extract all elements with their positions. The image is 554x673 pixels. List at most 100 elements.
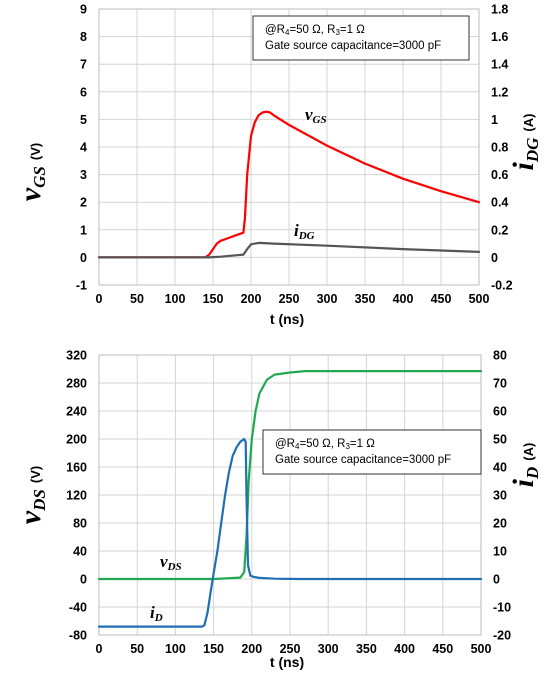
svg-text:Gate source capacitance=3000 p: Gate source capacitance=3000 pF <box>265 40 441 52</box>
y-tick-label-left: 320 <box>66 349 87 363</box>
x-tick-label: 500 <box>469 292 490 306</box>
y-tick-label-left: 0 <box>80 573 87 587</box>
y-tick-label-left: -40 <box>69 601 87 615</box>
y-tick-label-left: 120 <box>66 489 87 503</box>
x-tick-label: 100 <box>165 292 186 306</box>
y-tick-label-left: 200 <box>66 433 87 447</box>
y-tick-label-right: 1.6 <box>491 30 508 44</box>
x-tick-label: 400 <box>394 642 415 656</box>
y-tick-label-right: 10 <box>493 545 507 559</box>
x-tick-label: 500 <box>471 642 492 656</box>
y-tick-label-left: 1 <box>80 223 87 237</box>
y-tick-label-left: 4 <box>80 141 87 155</box>
x-tick-label: 450 <box>431 292 452 306</box>
svg-text:iD: iD <box>150 603 163 624</box>
x-tick-label: 200 <box>241 292 262 306</box>
y-ticks-left: -80 -40 0 40 80 120 160 200 240 280 320 <box>66 349 87 643</box>
x-tick-label: 0 <box>96 642 103 656</box>
y-tick-label-right: 40 <box>493 461 507 475</box>
x-tick-label: 400 <box>393 292 414 306</box>
y-tick-label-right: 20 <box>493 517 507 531</box>
y-tick-label-right: 0 <box>491 251 498 265</box>
svg-text:iDG(A): iDG(A) <box>507 114 542 171</box>
y-tick-label-right: 1 <box>491 113 498 127</box>
x-ticks: 0 50 100 150 200 250 300 350 400 450 500 <box>96 292 490 306</box>
svg-text:vDS: vDS <box>160 552 182 573</box>
y-ticks-left: -1 0 1 2 3 4 5 6 7 8 9 <box>76 3 87 293</box>
y-tick-label-left: 8 <box>80 30 87 44</box>
y-ticks-right: -0.2 0 0.2 0.4 0.6 0.8 1 1.2 1.4 1.6 1.8 <box>491 3 513 293</box>
series-label-id: iD <box>150 603 163 624</box>
y-tick-label-right: 0.4 <box>491 196 508 210</box>
y-tick-label-right: -0.2 <box>491 279 513 293</box>
y-tick-label-left: 7 <box>80 58 87 72</box>
svg-text:vGS(V): vGS(V) <box>14 143 49 201</box>
y-tick-label-left: 280 <box>66 377 87 391</box>
series-label-vds: vDS <box>160 552 182 573</box>
y-tick-label-left: 6 <box>80 85 87 99</box>
y-tick-label-right: 30 <box>493 489 507 503</box>
plot-area-border <box>98 354 482 636</box>
y-tick-label-left: 5 <box>80 113 87 127</box>
y-tick-label-right: 1.8 <box>491 3 508 17</box>
svg-text:@R4=50 Ω, R3=1 Ω: @R4=50 Ω, R3=1 Ω <box>275 438 375 451</box>
y-tick-label-right: 0.8 <box>491 141 508 155</box>
x-tick-label: 0 <box>96 292 103 306</box>
series-line-vgs <box>97 110 481 259</box>
y-tick-label-left: 0 <box>80 251 87 265</box>
x-tick-label: 150 <box>203 292 224 306</box>
series-label-vgs: vGS <box>305 105 327 126</box>
series-label-idg: iDG <box>294 221 315 242</box>
y-tick-label-left: 80 <box>73 517 87 531</box>
svg-text:@R4=50 Ω, R3=1 Ω: @R4=50 Ω, R3=1 Ω <box>265 24 365 37</box>
series-lines <box>97 110 481 259</box>
y-ticks-right: -20 -10 0 10 20 30 40 50 60 70 80 <box>493 349 511 643</box>
y-tick-label-left: 3 <box>80 168 87 182</box>
chart-bottom: 0 50 100 150 200 250 300 350 400 450 500 -80-40040… <box>14 349 542 671</box>
y-tick-label-left: 2 <box>80 196 87 210</box>
series-line-id <box>97 437 483 628</box>
y-axis-title-left: vDS(V) <box>14 466 49 524</box>
y-tick-label-right: 1.2 <box>491 85 508 99</box>
y-tick-label-left: 240 <box>66 405 87 419</box>
y-tick-label-right: 80 <box>493 349 507 363</box>
chart-top: 0 50 100 150 200 250 300 350 400 450 500 -1 0 1 2 3 4 5 6… <box>14 3 542 328</box>
x-tick-label: 150 <box>203 642 224 656</box>
y-axis-title-right: iDG(A) <box>507 114 542 171</box>
y-tick-label-left: 9 <box>80 3 87 17</box>
x-tick-label: 450 <box>432 642 453 656</box>
y-tick-label-left: 160 <box>66 461 87 475</box>
y-tick-label-right: -20 <box>493 629 511 643</box>
annotation-box: @R4=50 Ω, R3=1 Ω Gate source capacitance… <box>252 15 470 61</box>
x-tick-label: 350 <box>356 642 377 656</box>
svg-text:vGS: vGS <box>305 105 327 126</box>
y-tick-label-right: 50 <box>493 433 507 447</box>
series-lines <box>97 370 483 628</box>
x-tick-label: 100 <box>165 642 186 656</box>
y-tick-label-right: 1.4 <box>491 58 508 72</box>
x-axis-title: t (ns) <box>270 654 304 670</box>
y-tick-label-right: 0 <box>493 573 500 587</box>
x-ticks: 0 50 100 150 200 250 300 350 400 450 500 <box>96 642 492 656</box>
svg-text:iDG: iDG <box>294 221 315 242</box>
svg-text:vDS(V): vDS(V) <box>14 466 49 524</box>
x-tick-label: 250 <box>280 642 301 656</box>
gridlines <box>98 354 482 636</box>
x-tick-label: 300 <box>318 642 339 656</box>
x-tick-label: 50 <box>130 642 144 656</box>
series-line-vds <box>97 370 483 581</box>
svg-text:iD(A): iD(A) <box>507 443 542 488</box>
y-tick-label-right: 0.2 <box>491 223 508 237</box>
y-tick-label-left: -80 <box>69 629 87 643</box>
svg-text:Gate source capacitance=3000 p: Gate source capacitance=3000 pF <box>275 454 451 466</box>
plot-area-border <box>98 8 480 286</box>
y-tick-label-left: -1 <box>76 279 87 293</box>
x-tick-label: 50 <box>130 292 144 306</box>
annotation-box: @R4=50 Ω, R3=1 Ω Gate source capacitance… <box>262 429 482 475</box>
y-tick-label-right: 60 <box>493 405 507 419</box>
y-axis-title-left: vGS(V) <box>14 143 49 201</box>
y-tick-label-left: 40 <box>73 545 87 559</box>
y-axis-title-right: iD(A) <box>507 443 542 488</box>
x-tick-label: 250 <box>279 292 300 306</box>
x-tick-label: 300 <box>317 292 338 306</box>
